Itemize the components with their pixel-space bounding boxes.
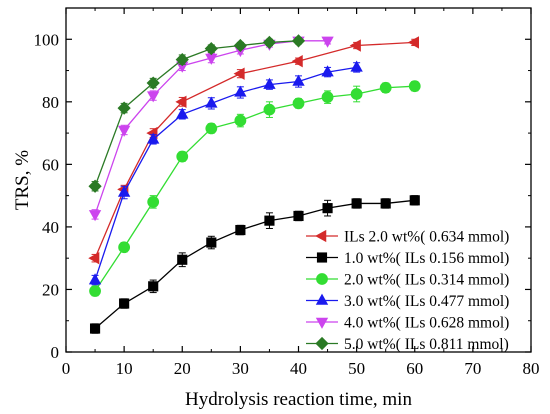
data-point [147,132,160,144]
data-point [262,35,277,50]
legend-item-4: 3.0 wt%( ILs 0.477 mmol) [306,293,509,310]
x-tick-label: 20 [174,359,191,378]
data-point [175,95,187,108]
data-point [88,273,102,285]
legend-item-6: 5.0 wt%( ILs 0.811 mmol) [306,336,509,353]
data-point [118,241,131,254]
data-point [117,185,131,197]
y-tick-label: 80 [42,93,59,112]
data-point [235,224,246,236]
data-point [147,91,160,103]
data-point [291,54,303,68]
data-point [322,203,333,214]
x-tick-label: 40 [290,359,307,378]
legend-marker [316,273,328,285]
data-point [380,198,391,209]
series-6 [88,34,306,193]
y-axis: 0 20 40 60 80 100 [34,30,531,362]
legend-item-3: 2.0 wt%( ILs 0.314 mmol) [306,272,509,289]
data-point [119,298,130,309]
legend-label: 1.0 wt%( ILs 0.156 mmol) [344,250,509,267]
data-point [291,34,306,48]
x-tick-label: 70 [464,359,481,378]
legend-label: 5.0 wt%( ILs 0.811 mmol) [344,336,509,353]
data-point [379,81,392,94]
x-axis-title: Hydrolysis reaction time, min [185,389,412,410]
data-point [409,195,420,206]
data-point [321,91,334,104]
y-tick-label: 60 [42,155,59,174]
series-line [94,66,357,281]
data-point [148,281,159,292]
legend-marker [315,293,329,305]
x-tick-label: 10 [116,359,133,378]
y-tick-label: 20 [42,280,59,299]
data-point [408,80,421,93]
x-axis: 0 10 20 30 40 50 60 70 80 [62,8,540,378]
series-4 [88,60,363,286]
legend-marker [316,252,328,263]
series-layer [88,34,421,334]
data-point [292,97,305,110]
legend-label: 2.0 wt%( ILs 0.314 mmol) [344,272,509,289]
data-point [206,237,217,248]
data-point [89,285,101,297]
legend-item-2: 1.0 wt%( ILs 0.156 mmol) [306,250,509,267]
legend: ILs 2.0 wt%( 0.634 mmol) 1.0 wt%( ILs 0.1… [306,229,509,353]
y-tick-label: 40 [42,218,59,237]
series-2 [89,195,420,334]
legend-item-1: ILs 2.0 wt%( 0.634 mmol) [306,229,509,246]
y-axis-title: TRS, % [12,150,33,210]
data-point [233,38,247,53]
data-point [349,39,361,52]
data-point [176,150,189,163]
series-line [94,41,415,259]
data-point [117,101,131,115]
data-point [204,42,218,56]
x-tick-label: 50 [348,359,365,378]
data-point [88,252,100,265]
data-point [233,67,245,80]
data-point [351,198,362,209]
legend-marker [315,336,329,351]
x-tick-label: 60 [406,359,423,378]
data-point [321,65,334,77]
x-tick-label: 80 [523,359,540,378]
data-point [350,88,363,100]
data-point [176,107,189,119]
data-point [175,52,189,67]
x-tick-label: 0 [62,359,71,378]
legend-label: 3.0 wt%( ILs 0.477 mmol) [344,293,509,310]
series-3 [89,80,421,297]
data-point [88,210,102,222]
data-point [117,125,131,137]
y-tick-label: 0 [51,343,60,362]
x-tick-label: 30 [232,359,249,378]
data-point [292,74,305,86]
legend-label: 4.0 wt%( ILs 0.628 mmol) [344,315,509,332]
data-point [89,323,101,334]
data-point [205,96,218,108]
series-1 [88,36,420,265]
data-point [234,85,247,97]
legend-label: ILs 2.0 wt%( 0.634 mmol) [344,229,509,246]
data-point [321,36,334,48]
y-tick-label: 100 [34,30,60,49]
data-point [147,195,160,208]
data-point [350,60,363,72]
legend-marker [315,229,327,243]
data-point [234,114,247,127]
data-point [263,77,276,89]
data-point [177,254,188,265]
data-point [264,215,275,226]
data-point [88,179,102,193]
data-point [407,36,420,49]
legend-item-5: 4.0 wt%( ILs 0.628 mmol) [306,315,509,332]
data-point [293,210,304,222]
data-point [146,76,160,90]
data-point [263,103,276,116]
legend-marker [315,317,329,329]
data-point [205,122,218,135]
